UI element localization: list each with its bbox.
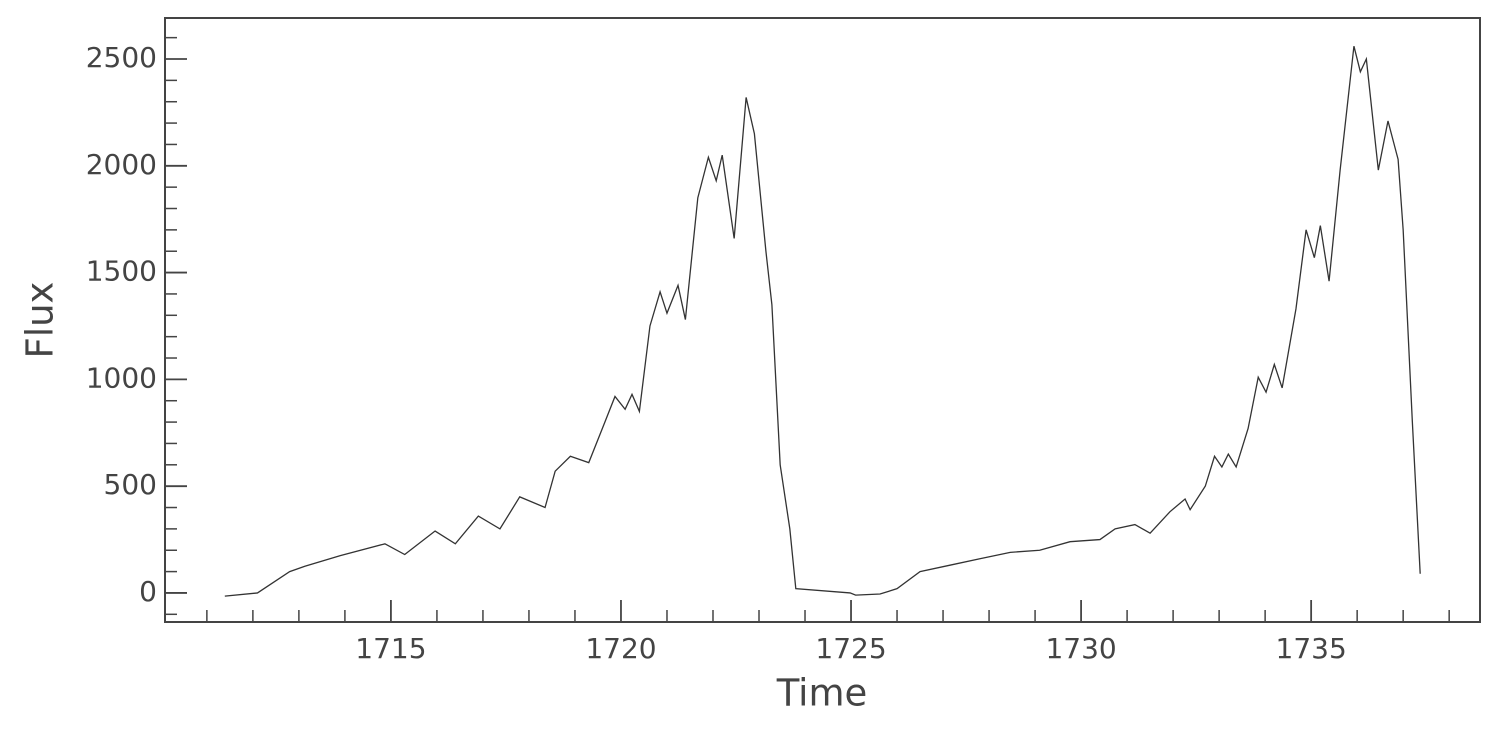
y-tick-label: 0 bbox=[139, 575, 157, 608]
x-tick-label: 1735 bbox=[1276, 632, 1347, 665]
x-tick-label: 1730 bbox=[1045, 632, 1116, 665]
x-tick-label: 1720 bbox=[585, 632, 656, 665]
y-tick-label: 2000 bbox=[86, 148, 157, 181]
plot-frame bbox=[164, 17, 1481, 623]
y-tick-label: 1000 bbox=[86, 361, 157, 394]
y-axis-label: Flux bbox=[19, 282, 62, 359]
y-tick-label: 2500 bbox=[86, 41, 157, 74]
y-tick-label: 500 bbox=[104, 468, 157, 501]
x-tick-label: 1715 bbox=[355, 632, 426, 665]
x-axis-label: Time bbox=[776, 672, 868, 715]
y-tick-label: 1500 bbox=[86, 255, 157, 288]
x-tick-label: 1725 bbox=[815, 632, 886, 665]
flux-line bbox=[224, 46, 1421, 597]
